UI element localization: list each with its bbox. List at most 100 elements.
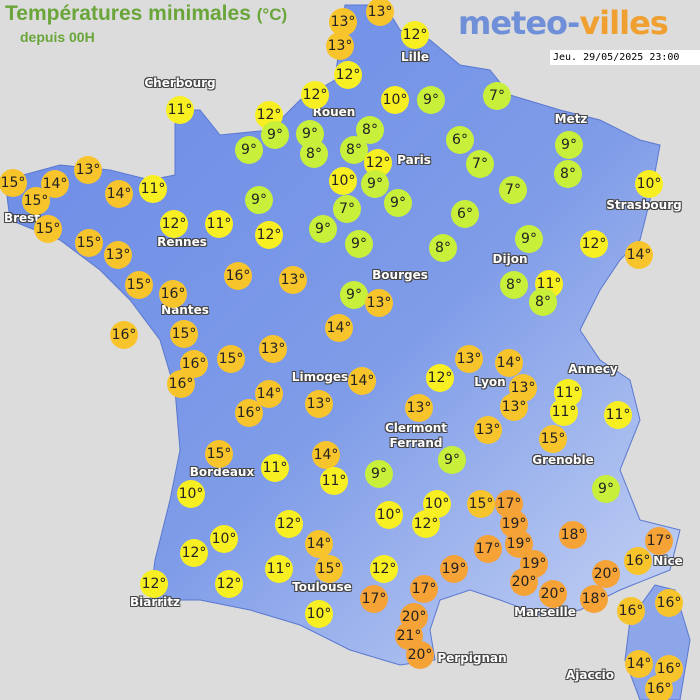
temperature-marker[interactable]: 14° bbox=[312, 441, 340, 469]
temperature-marker[interactable]: 15° bbox=[315, 555, 343, 583]
temperature-marker[interactable]: 9° bbox=[245, 186, 273, 214]
temperature-marker[interactable]: 9° bbox=[365, 460, 393, 488]
temperature-marker[interactable]: 9° bbox=[417, 86, 445, 114]
temperature-marker[interactable]: 16° bbox=[645, 675, 673, 700]
temperature-marker[interactable]: 12° bbox=[580, 230, 608, 258]
temperature-marker[interactable]: 14° bbox=[348, 367, 376, 395]
temperature-marker[interactable]: 16° bbox=[167, 370, 195, 398]
temperature-marker[interactable]: 11° bbox=[139, 175, 167, 203]
temperature-marker[interactable]: 8° bbox=[340, 136, 368, 164]
temperature-marker[interactable]: 10° bbox=[305, 600, 333, 628]
temperature-marker[interactable]: 15° bbox=[467, 490, 495, 518]
temperature-marker[interactable]: 8° bbox=[529, 288, 557, 316]
temperature-marker[interactable]: 7° bbox=[499, 176, 527, 204]
temperature-marker[interactable]: 13° bbox=[305, 390, 333, 418]
temperature-marker[interactable]: 11° bbox=[604, 401, 632, 429]
temperature-marker[interactable]: 12° bbox=[255, 221, 283, 249]
temperature-marker[interactable]: 17° bbox=[410, 575, 438, 603]
temperature-marker[interactable]: 10° bbox=[635, 170, 663, 198]
temperature-marker[interactable]: 15° bbox=[75, 229, 103, 257]
temperature-marker[interactable]: 11° bbox=[166, 96, 194, 124]
temperature-marker[interactable]: 13° bbox=[74, 156, 102, 184]
temperature-marker[interactable]: 16° bbox=[624, 547, 652, 575]
temperature-marker[interactable]: 11° bbox=[261, 454, 289, 482]
temperature-marker[interactable]: 9° bbox=[345, 230, 373, 258]
temperature-marker[interactable]: 7° bbox=[483, 82, 511, 110]
temperature-marker[interactable]: 16° bbox=[235, 399, 263, 427]
temperature-marker[interactable]: 17° bbox=[645, 527, 673, 555]
temperature-marker[interactable]: 9° bbox=[235, 136, 263, 164]
temperature-marker[interactable]: 20° bbox=[592, 560, 620, 588]
temperature-marker[interactable]: 9° bbox=[361, 170, 389, 198]
temperature-marker[interactable]: 8° bbox=[500, 271, 528, 299]
temperature-marker[interactable]: 17° bbox=[360, 585, 388, 613]
temperature-marker[interactable]: 9° bbox=[592, 475, 620, 503]
temperature-marker[interactable]: 12° bbox=[140, 570, 168, 598]
temperature-marker[interactable]: 12° bbox=[412, 510, 440, 538]
temperature-marker[interactable]: 10° bbox=[381, 86, 409, 114]
temperature-marker[interactable]: 7° bbox=[333, 195, 361, 223]
temperature-marker[interactable]: 8° bbox=[300, 140, 328, 168]
temperature-marker[interactable]: 19° bbox=[440, 555, 468, 583]
temperature-marker[interactable]: 11° bbox=[320, 467, 348, 495]
temperature-marker[interactable]: 14° bbox=[625, 650, 653, 678]
temperature-marker[interactable]: 15° bbox=[34, 215, 62, 243]
temperature-marker[interactable]: 13° bbox=[474, 416, 502, 444]
temperature-marker[interactable]: 9° bbox=[438, 446, 466, 474]
temperature-marker[interactable]: 11° bbox=[205, 210, 233, 238]
temperature-marker[interactable]: 16° bbox=[617, 597, 645, 625]
temperature-marker[interactable]: 10° bbox=[210, 525, 238, 553]
temperature-marker[interactable]: 13° bbox=[326, 32, 354, 60]
temperature-marker[interactable]: 10° bbox=[329, 167, 357, 195]
temperature-marker[interactable]: 9° bbox=[309, 215, 337, 243]
temperature-marker[interactable]: 12° bbox=[275, 510, 303, 538]
temperature-marker[interactable]: 13° bbox=[259, 335, 287, 363]
temperature-marker[interactable]: 14° bbox=[495, 349, 523, 377]
temperature-marker[interactable]: 13° bbox=[365, 289, 393, 317]
temperature-marker[interactable]: 20° bbox=[510, 568, 538, 596]
temperature-marker[interactable]: 10° bbox=[177, 480, 205, 508]
temperature-marker[interactable]: 15° bbox=[170, 320, 198, 348]
meteo-villes-logo[interactable]: meteo-villes .com bbox=[458, 4, 700, 42]
temperature-marker[interactable]: 13° bbox=[366, 0, 394, 26]
temperature-marker[interactable]: 13° bbox=[500, 393, 528, 421]
temperature-marker[interactable]: 7° bbox=[466, 150, 494, 178]
temperature-marker[interactable]: 9° bbox=[340, 281, 368, 309]
temperature-marker[interactable]: 16° bbox=[655, 589, 683, 617]
temperature-marker[interactable]: 14° bbox=[625, 241, 653, 269]
temperature-marker[interactable]: 9° bbox=[515, 225, 543, 253]
temperature-marker[interactable]: 16° bbox=[224, 262, 252, 290]
temperature-marker[interactable]: 14° bbox=[105, 180, 133, 208]
temperature-marker[interactable]: 15° bbox=[539, 425, 567, 453]
temperature-marker[interactable]: 9° bbox=[261, 121, 289, 149]
temperature-marker[interactable]: 15° bbox=[0, 169, 27, 197]
temperature-marker[interactable]: 18° bbox=[580, 585, 608, 613]
temperature-marker[interactable]: 12° bbox=[426, 364, 454, 392]
temperature-marker[interactable]: 16° bbox=[110, 321, 138, 349]
temperature-marker[interactable]: 14° bbox=[325, 314, 353, 342]
temperature-marker[interactable]: 8° bbox=[429, 234, 457, 262]
temperature-marker[interactable]: 8° bbox=[554, 160, 582, 188]
temperature-marker[interactable]: 18° bbox=[559, 521, 587, 549]
temperature-marker[interactable]: 6° bbox=[451, 200, 479, 228]
temperature-marker[interactable]: 17° bbox=[474, 535, 502, 563]
temperature-marker[interactable]: 9° bbox=[384, 189, 412, 217]
temperature-marker[interactable]: 12° bbox=[180, 539, 208, 567]
temperature-marker[interactable]: 15° bbox=[217, 345, 245, 373]
temperature-marker[interactable]: 13° bbox=[329, 8, 357, 36]
temperature-marker[interactable]: 12° bbox=[215, 570, 243, 598]
temperature-marker[interactable]: 15° bbox=[205, 440, 233, 468]
temperature-marker[interactable]: 13° bbox=[405, 394, 433, 422]
temperature-marker[interactable]: 12° bbox=[160, 210, 188, 238]
temperature-marker[interactable]: 20° bbox=[539, 580, 567, 608]
temperature-marker[interactable]: 12° bbox=[334, 61, 362, 89]
temperature-marker[interactable]: 16° bbox=[159, 280, 187, 308]
temperature-marker[interactable]: 10° bbox=[375, 501, 403, 529]
temperature-marker[interactable]: 12° bbox=[401, 21, 429, 49]
temperature-marker[interactable]: 14° bbox=[41, 170, 69, 198]
temperature-marker[interactable]: 15° bbox=[125, 271, 153, 299]
temperature-marker[interactable]: 12° bbox=[370, 555, 398, 583]
temperature-marker[interactable]: 13° bbox=[455, 345, 483, 373]
temperature-marker[interactable]: 13° bbox=[104, 241, 132, 269]
temperature-marker[interactable]: 13° bbox=[279, 266, 307, 294]
